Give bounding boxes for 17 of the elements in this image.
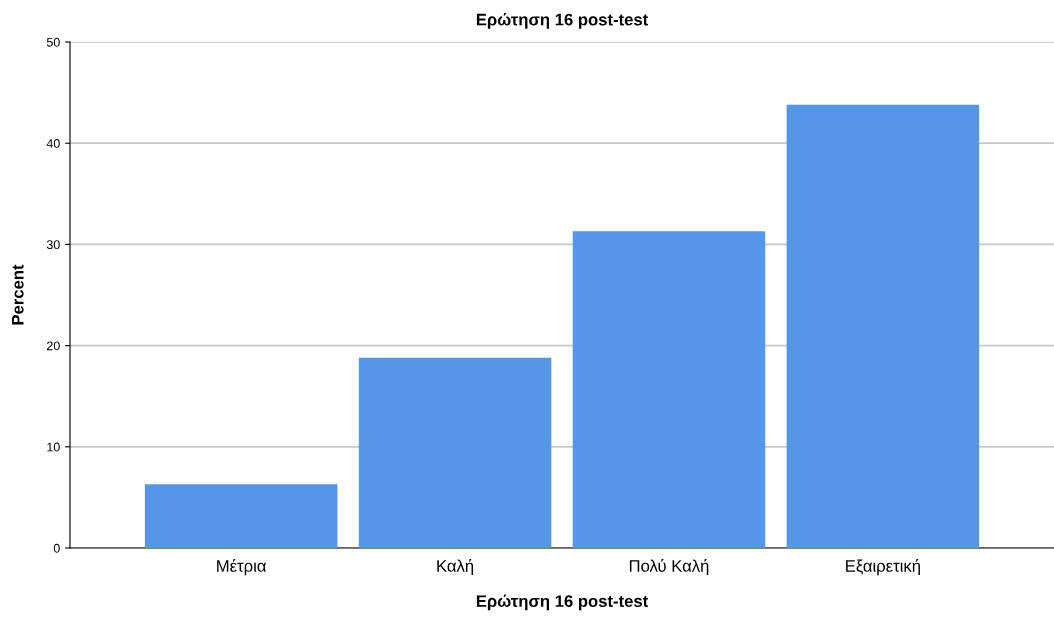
y-axis-title: Percent xyxy=(12,264,24,325)
bar xyxy=(786,104,980,548)
x-axis-title: Ερώτηση 16 post-test xyxy=(476,594,649,611)
x-tick-label: Καλή xyxy=(437,559,474,576)
bar xyxy=(572,231,766,548)
chart-title: Ερώτηση 16 post-test xyxy=(476,13,649,29)
x-tick-label: Εξαιρετική xyxy=(846,559,920,576)
x-tick-label: Πολύ Καλή xyxy=(629,559,709,576)
x-tick-label: Μέτρια xyxy=(217,559,267,576)
y-tick-label: 40 xyxy=(46,139,60,148)
bar xyxy=(144,484,338,548)
y-tick-label: 0 xyxy=(53,543,60,553)
y-tick-label: 10 xyxy=(47,442,60,452)
bar xyxy=(358,357,552,548)
y-tick-label: 20 xyxy=(47,341,60,351)
y-tick-label: 30 xyxy=(46,240,60,250)
y-tick-label: 50 xyxy=(46,37,60,47)
